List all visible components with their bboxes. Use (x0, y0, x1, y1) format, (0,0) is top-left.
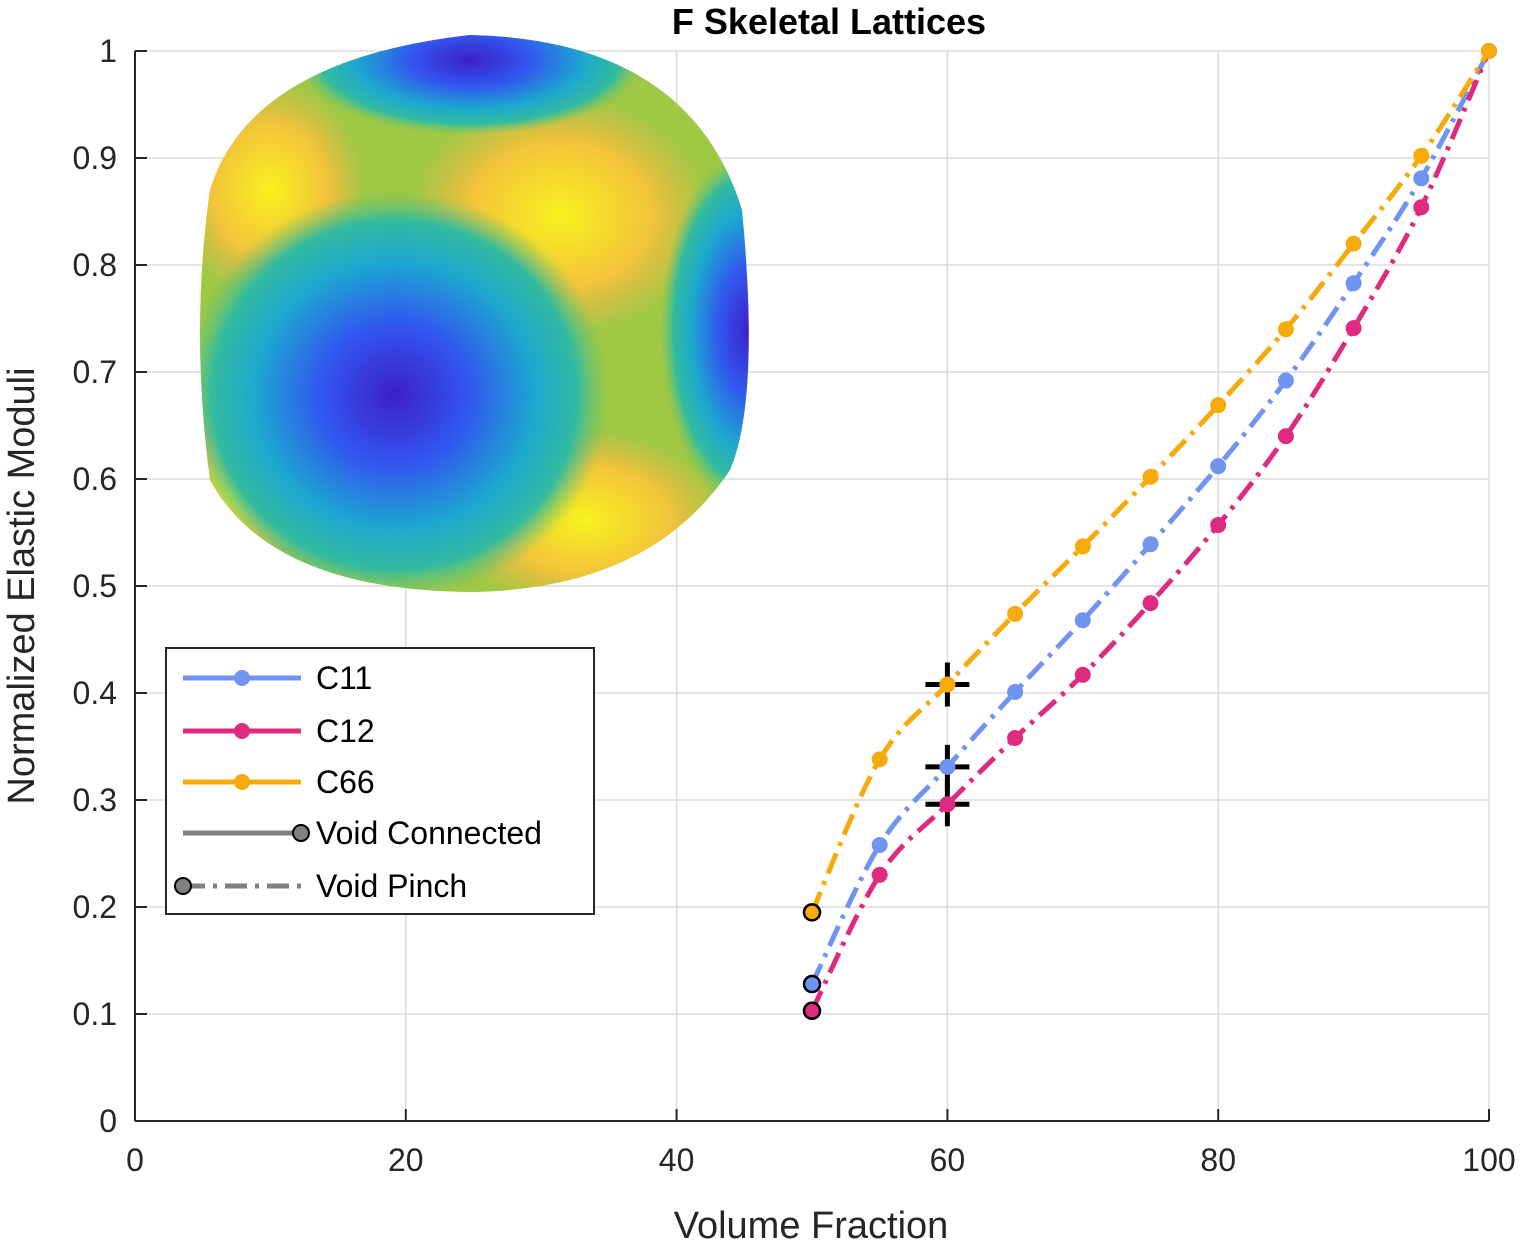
data-point-c11 (1007, 683, 1024, 700)
legend-label-c66: C66 (316, 764, 375, 800)
legend-item-c11: C11 (183, 660, 372, 696)
data-point-c66 (1074, 538, 1091, 555)
data-point-c66 (1481, 43, 1497, 59)
legend-item-void-connected: Void Connected (183, 815, 542, 851)
y-tick-label: 0.9 (73, 140, 117, 176)
series-c66 (802, 43, 1497, 922)
data-point-c11 (802, 974, 822, 994)
data-point-c12 (1413, 199, 1430, 216)
transition-marker-c12 (925, 782, 970, 827)
data-point-c11 (1074, 612, 1091, 629)
data-point-c66 (1345, 235, 1362, 252)
series-line-c11 (809, 49, 1492, 986)
series-line-c12 (809, 50, 1492, 1012)
legend-item-void-pinch: Void Pinch (174, 868, 467, 904)
x-tick-label: 20 (388, 1142, 424, 1178)
legend-label-void-pinch: Void Pinch (316, 868, 467, 904)
y-tick-label: 0.1 (73, 996, 117, 1032)
data-point-c12 (1007, 729, 1024, 746)
legend-label-void-connected: Void Connected (316, 815, 542, 851)
series-c12 (802, 43, 1497, 1021)
legend-item-c66: C66 (183, 764, 375, 800)
legend: C11 C12 C66 Void Connected Void Pinch (165, 647, 595, 915)
axis-ticks: 0 20 40 60 80 100 0 0.1 0.2 0.3 0.4 0.5 0.6 0.7 0.8 0.9… (73, 33, 1516, 1178)
data-point-c12 (871, 866, 888, 883)
y-tick-label: 0 (99, 1103, 117, 1139)
legend-label-c12: C12 (316, 713, 375, 749)
chart-title: F Skeletal Lattices (672, 1, 986, 42)
data-point-c11 (1142, 536, 1159, 553)
legend-item-c12: C12 (183, 713, 375, 749)
data-point-c11 (1345, 275, 1362, 292)
x-tick-label: 100 (1462, 1142, 1515, 1178)
data-point-c12 (1210, 517, 1227, 534)
data-point-c66 (871, 751, 888, 768)
y-tick-label: 0.8 (73, 247, 117, 283)
x-tick-label: 40 (659, 1142, 695, 1178)
elastic-surface-inset (200, 35, 749, 592)
y-tick-label: 0.2 (73, 889, 117, 925)
data-point-c66 (1007, 605, 1024, 622)
data-point-c11 (871, 836, 888, 853)
x-axis-label: Volume Fraction (674, 1205, 949, 1244)
data-point-c11 (1277, 372, 1294, 389)
data-point-c11 (1210, 458, 1227, 475)
transition-marker-c66 (925, 662, 970, 707)
data-point-c12 (1142, 595, 1159, 612)
data-point-c66 (802, 903, 822, 922)
legend-label-c11: C11 (316, 660, 372, 696)
data-point-c12 (802, 1001, 822, 1021)
data-point-c66 (1210, 397, 1227, 414)
y-tick-label: 0.5 (73, 568, 117, 604)
data-point-c12 (1277, 428, 1294, 445)
data-point-c66 (1413, 147, 1430, 164)
y-tick-label: 0.6 (73, 461, 117, 497)
data-point-c66 (1277, 321, 1294, 338)
x-tick-label: 0 (126, 1142, 144, 1178)
y-tick-label: 0.3 (73, 782, 117, 818)
transition-marker-c11 (925, 744, 970, 789)
data-point-c12 (1345, 320, 1362, 337)
y-tick-label: 0.4 (73, 675, 117, 711)
x-tick-label: 80 (1200, 1142, 1236, 1178)
x-tick-label: 60 (930, 1142, 966, 1178)
series-c11 (802, 43, 1497, 994)
y-axis-label: Normalized Elastic Moduli (1, 367, 43, 804)
y-tick-label: 1 (99, 33, 117, 69)
data-point-c12 (1074, 666, 1091, 683)
series-group (802, 43, 1497, 1021)
y-tick-label: 0.7 (73, 354, 117, 390)
data-point-c11 (1413, 170, 1430, 187)
data-point-c66 (1142, 468, 1159, 485)
